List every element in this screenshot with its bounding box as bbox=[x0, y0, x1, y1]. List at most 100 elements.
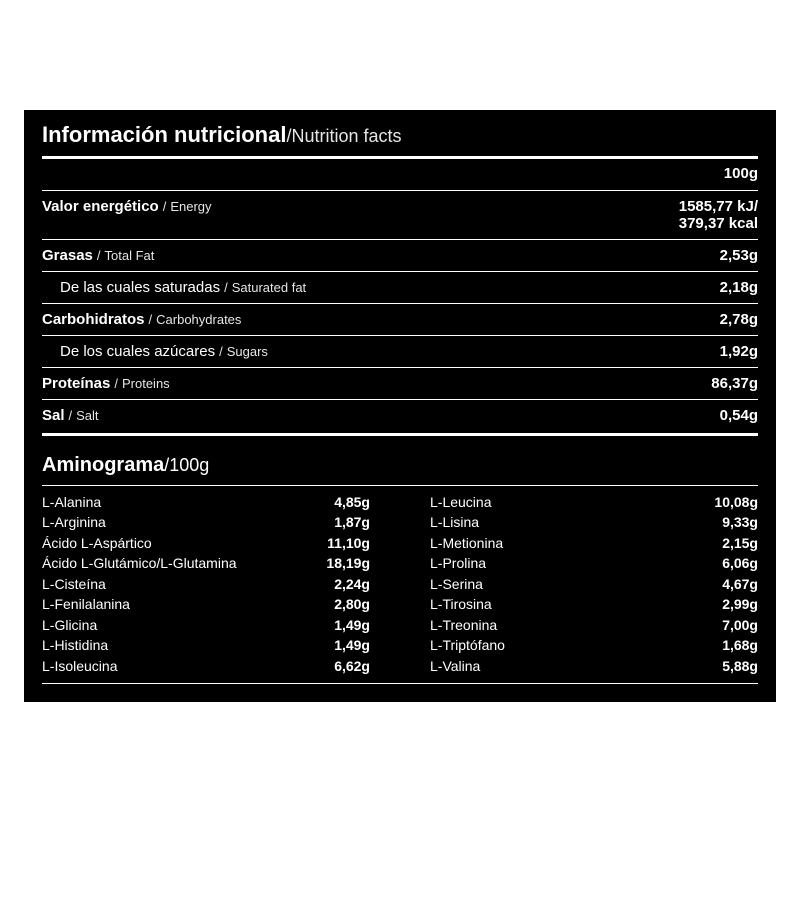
rule-heavy bbox=[42, 156, 758, 159]
rule-thin bbox=[42, 335, 758, 336]
amino-value: 2,24g bbox=[334, 576, 370, 594]
serving-value: 100g bbox=[724, 165, 758, 182]
label-primary: De los cuales azúcares bbox=[60, 343, 215, 360]
amino-value: 6,62g bbox=[334, 658, 370, 676]
label-primary: Carbohidratos bbox=[42, 311, 145, 328]
title-sub: Nutrition facts bbox=[291, 126, 401, 147]
amino-value: 6,06g bbox=[722, 555, 758, 573]
amino-row: L-Leucina10,08g bbox=[430, 492, 758, 513]
amino-name: L-Alanina bbox=[42, 494, 101, 512]
amino-value: 11,10g bbox=[327, 535, 370, 553]
nutrition-label: Grasas / Total Fat bbox=[42, 247, 154, 264]
amino-title-sub: 100g bbox=[169, 455, 209, 476]
amino-name: L-Triptófano bbox=[430, 637, 505, 655]
rule-thin bbox=[42, 367, 758, 368]
nutrition-value: 2,18g bbox=[720, 279, 758, 296]
amino-value: 4,67g bbox=[722, 576, 758, 594]
nutrition-label: De las cuales saturadas / Saturated fat bbox=[42, 279, 306, 296]
label-primary: Grasas bbox=[42, 247, 93, 264]
amino-row: L-Metionina 2,15g bbox=[430, 533, 758, 554]
label-secondary: Salt bbox=[76, 408, 98, 423]
nutrition-label: Sal / Salt bbox=[42, 407, 99, 424]
amino-row: L-Fenilalanina 2,80g bbox=[42, 595, 370, 616]
amino-value: 2,80g bbox=[334, 596, 370, 614]
amino-name: Ácido L-Aspártico bbox=[42, 535, 152, 553]
nutrition-value: 1585,77 kJ/ 379,37 kcal bbox=[679, 198, 758, 232]
amino-name: L-Lisina bbox=[430, 514, 479, 532]
amino-name: L-Metionina bbox=[430, 535, 503, 553]
rule-thin bbox=[42, 190, 758, 191]
label-secondary: Total Fat bbox=[105, 248, 155, 263]
label-primary: Sal bbox=[42, 407, 65, 424]
nutrition-row-carbs: Carbohidratos / Carbohydrates2,78g bbox=[42, 308, 758, 331]
amino-name: L-Leucina bbox=[430, 494, 492, 512]
amino-value: 2,99g bbox=[722, 596, 758, 614]
amino-row: L-Cisteína 2,24g bbox=[42, 574, 370, 595]
label-primary: De las cuales saturadas bbox=[60, 279, 220, 296]
amino-name: L-Fenilalanina bbox=[42, 596, 130, 614]
nutrition-row-protein: Proteínas / Proteins 86,37g bbox=[42, 372, 758, 395]
amino-name: L-Valina bbox=[430, 658, 480, 676]
nutrition-label: Proteínas / Proteins bbox=[42, 375, 170, 392]
amino-row: L-Glicina 1,49g bbox=[42, 615, 370, 636]
amino-value: 18,19g bbox=[326, 555, 370, 573]
nutrition-row-salt: Sal / Salt 0,54g bbox=[42, 404, 758, 427]
label-secondary: Carbohydrates bbox=[156, 312, 241, 327]
nutrition-value: 2,53g bbox=[720, 247, 758, 264]
amino-row: L-Triptófano 1,68g bbox=[430, 636, 758, 657]
amino-col-left: L-Alanina 4,85g L-Arginina 1,87g Ácido L-Asp… bbox=[42, 492, 370, 677]
nutrition-value: 1,92g bbox=[720, 343, 758, 360]
amino-title: Aminograma/100g bbox=[42, 454, 758, 481]
amino-row: L-Valina5,88g bbox=[430, 656, 758, 677]
amino-row: L-Treonina 7,00g bbox=[430, 615, 758, 636]
amino-name: L-Cisteína bbox=[42, 576, 106, 594]
nutrition-row-satfat: De las cuales saturadas / Saturated fat 2… bbox=[42, 276, 758, 299]
rule-thin bbox=[42, 303, 758, 304]
amino-row: L-Arginina 1,87g bbox=[42, 513, 370, 534]
rule-thin bbox=[42, 399, 758, 400]
nutrition-label: Carbohidratos / Carbohydrates bbox=[42, 311, 241, 328]
title-main: Información nutricional bbox=[42, 122, 286, 148]
amino-row: L-Serina 4,67g bbox=[430, 574, 758, 595]
nutrition-row-energy: Valor energético / Energy 1585,77 kJ/ 379… bbox=[42, 195, 758, 235]
amino-value: 1,87g bbox=[334, 514, 370, 532]
amino-name: L-Tirosina bbox=[430, 596, 492, 614]
nutrition-label: Valor energético / Energy bbox=[42, 198, 212, 215]
aminogram-section: Aminograma/100g L-Alanina4,85gL-Arginina… bbox=[42, 446, 758, 684]
label-primary: Proteínas bbox=[42, 375, 110, 392]
amino-name: L-Arginina bbox=[42, 514, 106, 532]
amino-table: L-Alanina 4,85g L-Arginina 1,87g Ácido L-Asp… bbox=[42, 492, 758, 677]
amino-row: L-Lisina 9,33g bbox=[430, 513, 758, 534]
amino-value: 1,49g bbox=[334, 617, 370, 635]
amino-col-right: L-Leucina10,08gL-Lisina 9,33g L-Metionina 2… bbox=[430, 492, 758, 677]
amino-value: 7,00g bbox=[722, 617, 758, 635]
amino-row: L-Isoleucina 6,62g bbox=[42, 656, 370, 677]
amino-row: L-Alanina 4,85g bbox=[42, 492, 370, 513]
amino-row: L-Histidina1,49g bbox=[42, 636, 370, 657]
rule-thin-2 bbox=[42, 485, 758, 486]
amino-value: 1,68g bbox=[722, 637, 758, 655]
label-secondary: Energy bbox=[170, 199, 211, 214]
rule-thin bbox=[42, 271, 758, 272]
amino-value: 4,85g bbox=[334, 494, 370, 512]
amino-name: Ácido L-Glutámico/L-Glutamina bbox=[42, 555, 237, 573]
rule-heavy-2 bbox=[42, 433, 758, 436]
nutrition-value: 0,54g bbox=[720, 407, 758, 424]
amino-name: L-Prolina bbox=[430, 555, 486, 573]
panel-title: Información nutricional/Nutrition facts bbox=[42, 122, 758, 154]
amino-name: L-Isoleucina bbox=[42, 658, 118, 676]
amino-title-main: Aminograma bbox=[42, 454, 164, 477]
amino-name: L-Histidina bbox=[42, 637, 108, 655]
nutrition-panel: Información nutricional/Nutrition facts … bbox=[24, 110, 776, 702]
amino-name: L-Glicina bbox=[42, 617, 97, 635]
nutrition-value: 86,37g bbox=[711, 375, 758, 392]
rule-thin bbox=[42, 239, 758, 240]
nutrition-table: Valor energético / Energy 1585,77 kJ/ 379… bbox=[42, 195, 758, 427]
amino-value: 2,15g bbox=[722, 535, 758, 553]
nutrition-row-fat: Grasas / Total Fat 2,53g bbox=[42, 244, 758, 267]
amino-value: 9,33g bbox=[722, 514, 758, 532]
amino-name: L-Treonina bbox=[430, 617, 497, 635]
label-secondary: Proteins bbox=[122, 376, 170, 391]
amino-name: L-Serina bbox=[430, 576, 483, 594]
amino-row: Ácido L-Glutámico/L-Glutamina 18,19g bbox=[42, 554, 370, 575]
